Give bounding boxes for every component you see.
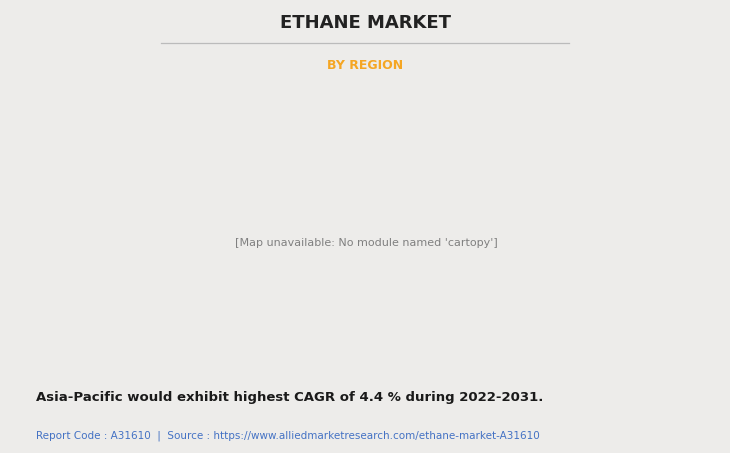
- Text: BY REGION: BY REGION: [327, 59, 403, 72]
- Text: [Map unavailable: No module named 'cartopy']: [Map unavailable: No module named 'carto…: [236, 238, 498, 249]
- Text: Asia-Pacific would exhibit highest CAGR of 4.4 % during 2022-2031.: Asia-Pacific would exhibit highest CAGR …: [36, 391, 544, 404]
- Text: ETHANE MARKET: ETHANE MARKET: [280, 14, 450, 32]
- Text: Report Code : A31610  |  Source : https://www.alliedmarketresearch.com/ethane-ma: Report Code : A31610 | Source : https://…: [36, 430, 540, 441]
